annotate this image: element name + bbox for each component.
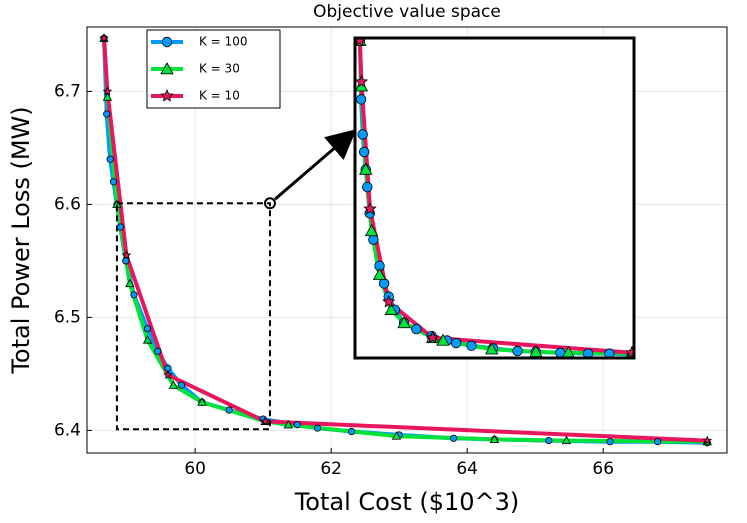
marker [160, 88, 174, 102]
zoom-overlay [115, 129, 357, 431]
marker [116, 223, 124, 231]
x-tick-label: 66 [592, 459, 614, 479]
marker [582, 348, 594, 358]
x-tick-label: 64 [456, 459, 478, 479]
marker [125, 278, 135, 288]
marker [283, 419, 293, 429]
marker [313, 424, 322, 432]
marker [122, 257, 130, 265]
marker [293, 421, 301, 429]
legend-label: K = 10 [199, 89, 240, 103]
legend-label: K = 30 [199, 62, 240, 76]
marker [142, 335, 153, 344]
marker [378, 278, 390, 289]
marker [364, 224, 379, 237]
zoom-arrow [273, 129, 357, 201]
marker [545, 436, 553, 445]
inset-bg [355, 38, 634, 358]
marker [363, 201, 377, 215]
series-line [357, 40, 633, 355]
marker [512, 345, 523, 357]
marker [154, 347, 162, 355]
marker [425, 330, 440, 344]
chart-title: Objective value space [313, 2, 501, 22]
y-axis-label: Total Power Loss (MW) [7, 106, 35, 374]
marker [362, 181, 373, 193]
marker [357, 129, 368, 140]
y-tick-label: 6.6 [54, 194, 81, 214]
inset-frame [353, 36, 636, 360]
marker [109, 178, 118, 186]
legend-label: K = 100 [199, 35, 247, 49]
y-tick-label: 6.4 [54, 420, 81, 440]
marker [177, 381, 186, 389]
plot-frame [86, 26, 728, 454]
marker [397, 316, 411, 329]
marker [161, 36, 173, 48]
marker [625, 345, 634, 358]
marker [702, 435, 713, 445]
marker [450, 337, 462, 349]
marker [130, 291, 138, 299]
y-tick-label: 6.7 [54, 81, 81, 101]
marker [654, 438, 662, 446]
y-tick-label: 6.5 [54, 307, 81, 327]
marker [436, 333, 450, 346]
marker [359, 162, 373, 175]
marker [358, 146, 370, 158]
marker [355, 94, 367, 105]
marker [466, 340, 477, 351]
marker [384, 302, 398, 315]
marker [485, 342, 499, 355]
series-line [102, 38, 708, 443]
marker [102, 86, 113, 96]
x-tick-label: 60 [184, 459, 206, 479]
zoom-anchor [263, 197, 276, 210]
marker [260, 416, 270, 426]
plot-area [99, 33, 713, 447]
x-axis-label: Total Cost ($10^3) [294, 488, 520, 516]
marker [449, 434, 458, 442]
legend: K = 100 K = 30 K = 10 [146, 29, 281, 109]
marker [381, 294, 396, 308]
marker [347, 427, 356, 436]
marker [368, 234, 379, 245]
marker [121, 250, 132, 260]
marker [372, 267, 387, 280]
zoom-box [115, 202, 271, 431]
x-tick-label: 62 [320, 459, 342, 479]
marker [391, 431, 402, 440]
marker [489, 434, 500, 444]
marker [103, 110, 111, 118]
marker [561, 435, 572, 445]
marker [143, 325, 152, 333]
marker [355, 74, 369, 88]
marker [106, 155, 114, 163]
marker [168, 380, 179, 389]
marker [160, 62, 174, 75]
marker [99, 33, 109, 43]
marker [411, 323, 422, 335]
marker [225, 406, 233, 414]
marker [163, 369, 173, 380]
marker [102, 92, 113, 101]
marker [606, 438, 614, 446]
marker [604, 348, 615, 358]
marker [197, 397, 207, 406]
inset [355, 38, 634, 358]
